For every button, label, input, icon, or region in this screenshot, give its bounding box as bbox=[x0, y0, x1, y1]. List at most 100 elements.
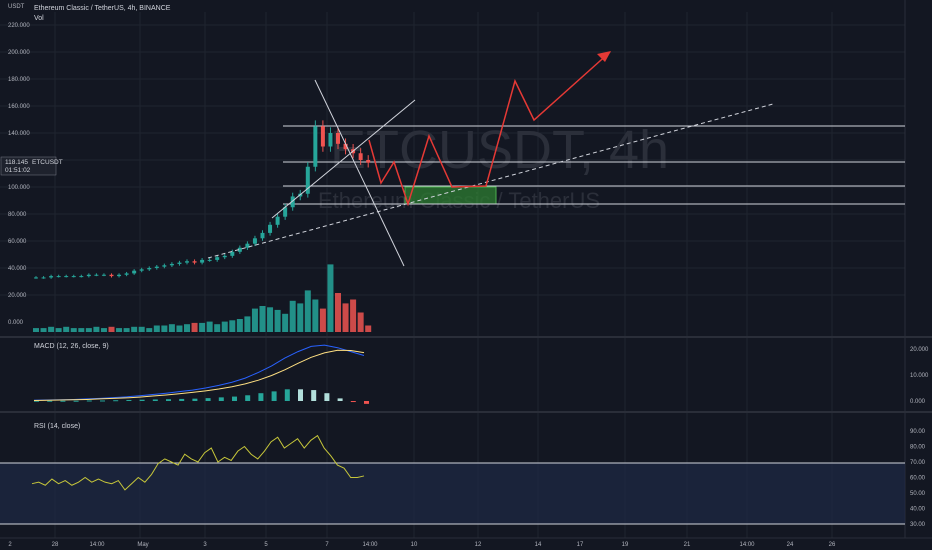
price-tick-label: 20.000 bbox=[8, 293, 27, 299]
price-tag[interactable]: 118.145 ETCUSDT 01:51:02 bbox=[0, 156, 63, 176]
candle-body bbox=[366, 160, 371, 163]
rsi-band-fill bbox=[0, 463, 905, 524]
volume-bar bbox=[168, 324, 175, 332]
macd-legend[interactable]: MACD (12, 26, close, 9) bbox=[34, 343, 109, 350]
price-tick-label: 160.000 bbox=[8, 104, 30, 110]
candle-body bbox=[230, 251, 235, 256]
candle-body bbox=[49, 276, 54, 278]
candle-body bbox=[147, 268, 152, 270]
volume-bar bbox=[319, 308, 326, 332]
volume-bar bbox=[93, 326, 100, 332]
volume-bar bbox=[251, 308, 258, 332]
candle-body bbox=[109, 274, 114, 277]
candle-body bbox=[328, 133, 333, 147]
volume-bar bbox=[131, 326, 138, 332]
time-tick-label: 7 bbox=[325, 542, 329, 548]
macd-histogram-bar bbox=[205, 398, 211, 401]
price-tick-label: 0.000 bbox=[8, 320, 24, 326]
volume-legend[interactable]: Vol bbox=[34, 15, 44, 22]
watermark-symbol: ETCUSDT, 4h bbox=[330, 120, 669, 180]
volume-bar bbox=[146, 328, 153, 332]
rsi-tick-label: 70.00 bbox=[910, 460, 926, 466]
price-tick-label: 140.000 bbox=[8, 131, 30, 137]
candle-body bbox=[207, 259, 212, 261]
volume-bar bbox=[138, 326, 145, 332]
volume-bar bbox=[214, 324, 221, 332]
price-tag-value: 118.145 bbox=[5, 159, 28, 166]
wedge-line-descending[interactable] bbox=[314, 79, 405, 267]
candle-body bbox=[215, 257, 220, 260]
rsi-tick-label: 40.00 bbox=[910, 507, 926, 513]
candle-body bbox=[117, 274, 122, 277]
price-tick-label: 180.000 bbox=[8, 77, 30, 83]
time-tick-label: 5 bbox=[264, 542, 268, 548]
rsi-line bbox=[31, 434, 365, 491]
price-tick-label: 40.000 bbox=[8, 266, 27, 272]
volume-bar bbox=[48, 326, 55, 332]
macd-histogram-bar bbox=[271, 391, 277, 401]
volume-bar bbox=[63, 326, 70, 332]
volume-bar bbox=[153, 325, 160, 332]
candle-body bbox=[162, 265, 167, 267]
wedge-line-ascending[interactable] bbox=[271, 99, 416, 219]
horizontal-levels[interactable] bbox=[283, 125, 905, 205]
candle-body bbox=[268, 224, 273, 233]
macd-histogram-bar bbox=[192, 398, 198, 401]
macd-histogram-bar bbox=[60, 400, 66, 402]
price-tick-label: 60.000 bbox=[8, 239, 27, 245]
macd-tick-label: 20.000 bbox=[910, 347, 929, 353]
macd-histogram-bar bbox=[350, 401, 356, 403]
forecast-arrowhead bbox=[597, 51, 611, 62]
macd-histogram-bar bbox=[218, 397, 224, 401]
candle-body bbox=[132, 270, 137, 274]
time-tick-label: 14 bbox=[535, 542, 542, 548]
candle-body bbox=[252, 238, 257, 244]
price-candles bbox=[34, 120, 371, 279]
time-tick-label: 10 bbox=[411, 542, 418, 548]
macd-histogram-bar bbox=[311, 390, 317, 401]
price-tag-symbol: ETCUSDT bbox=[32, 159, 63, 166]
candle-body bbox=[64, 276, 69, 278]
time-tick-label: 14:00 bbox=[739, 542, 755, 548]
volume-bar bbox=[221, 321, 228, 332]
macd-histogram-bar bbox=[34, 400, 39, 402]
rsi-axis-labels: 90.00 80.00 70.00 60.00 50.00 40.00 30.00 bbox=[910, 429, 926, 528]
candle-body bbox=[86, 274, 91, 277]
volume-bar bbox=[312, 299, 319, 332]
time-axis-labels: 2 28 14:00 May 3 5 7 14:00 10 12 14 17 19 21 14:00 24 26 bbox=[8, 542, 836, 548]
rsi-tick-label: 60.00 bbox=[910, 476, 926, 482]
macd-histogram-bar bbox=[284, 389, 290, 401]
time-tick-label: 24 bbox=[787, 542, 794, 548]
macd-histogram-bar bbox=[47, 400, 53, 402]
macd-signal-line bbox=[33, 349, 365, 401]
macd-histogram-bar bbox=[152, 399, 158, 401]
volume-bar bbox=[206, 321, 213, 332]
volume-bar bbox=[123, 328, 130, 332]
symbol-title[interactable]: Ethereum Classic / TetherUS, 4h, BINANCE bbox=[34, 5, 171, 12]
macd-histogram-bar bbox=[126, 399, 132, 401]
candle-body bbox=[222, 255, 227, 258]
volume-bar bbox=[350, 299, 357, 332]
volume-bar bbox=[289, 300, 296, 332]
volume-bar bbox=[229, 320, 236, 332]
price-tick-label: 80.000 bbox=[8, 212, 27, 218]
target-zone[interactable] bbox=[404, 186, 497, 205]
candle-body bbox=[56, 276, 61, 278]
candle-body bbox=[154, 266, 159, 268]
time-tick-label: 3 bbox=[203, 542, 207, 548]
price-tick-label: 220.000 bbox=[8, 23, 30, 29]
rsi-legend[interactable]: RSI (14, close) bbox=[34, 423, 80, 430]
volume-bars bbox=[33, 264, 372, 332]
candle-body bbox=[71, 276, 76, 278]
candle-body bbox=[79, 276, 84, 278]
candle-body bbox=[41, 277, 46, 279]
macd-histogram-bar bbox=[86, 400, 92, 402]
candle-body bbox=[313, 126, 318, 167]
volume-bar bbox=[297, 303, 304, 332]
forecast-path[interactable] bbox=[368, 51, 611, 207]
volume-bar bbox=[304, 290, 311, 332]
macd-line bbox=[33, 344, 365, 401]
candle-body bbox=[139, 269, 144, 271]
